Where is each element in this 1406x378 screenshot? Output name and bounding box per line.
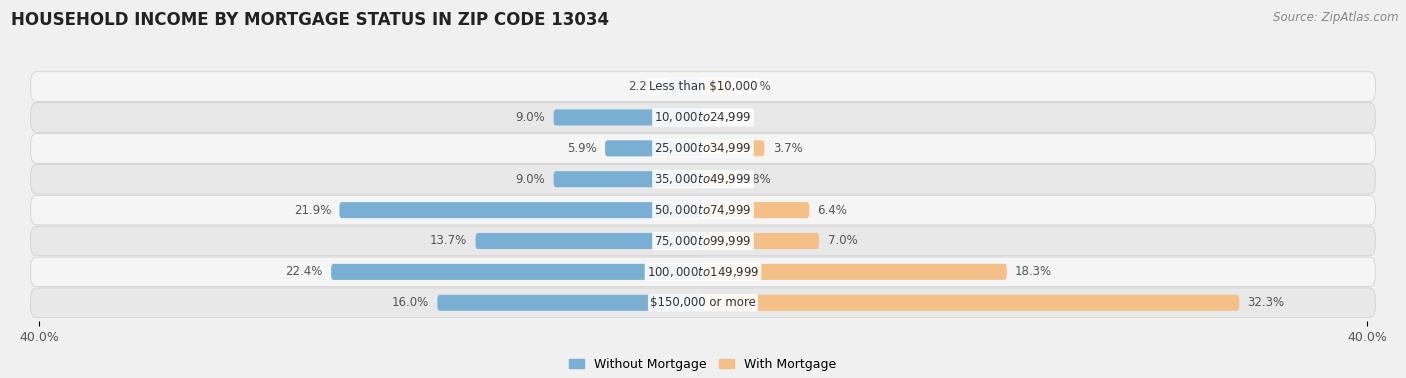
FancyBboxPatch shape: [703, 171, 733, 187]
FancyBboxPatch shape: [605, 140, 703, 156]
Text: 13.7%: 13.7%: [430, 234, 467, 248]
FancyBboxPatch shape: [475, 233, 703, 249]
Text: 22.4%: 22.4%: [285, 265, 323, 278]
Text: 1.8%: 1.8%: [741, 80, 770, 93]
FancyBboxPatch shape: [31, 288, 1375, 318]
FancyBboxPatch shape: [703, 264, 1007, 280]
Text: 16.0%: 16.0%: [392, 296, 429, 309]
FancyBboxPatch shape: [666, 79, 703, 94]
FancyBboxPatch shape: [339, 202, 703, 218]
Text: $50,000 to $74,999: $50,000 to $74,999: [654, 203, 752, 217]
Text: $10,000 to $24,999: $10,000 to $24,999: [654, 110, 752, 124]
FancyBboxPatch shape: [703, 295, 1239, 311]
FancyBboxPatch shape: [31, 103, 1375, 132]
Text: 9.0%: 9.0%: [516, 173, 546, 186]
FancyBboxPatch shape: [703, 79, 733, 94]
Text: 0.0%: 0.0%: [711, 111, 741, 124]
FancyBboxPatch shape: [31, 195, 1375, 225]
Text: 5.9%: 5.9%: [567, 142, 596, 155]
Text: $25,000 to $34,999: $25,000 to $34,999: [654, 141, 752, 155]
Text: 21.9%: 21.9%: [294, 204, 332, 217]
Text: 6.4%: 6.4%: [817, 204, 848, 217]
Text: $100,000 to $149,999: $100,000 to $149,999: [647, 265, 759, 279]
FancyBboxPatch shape: [31, 164, 1375, 194]
FancyBboxPatch shape: [554, 109, 703, 125]
FancyBboxPatch shape: [703, 202, 810, 218]
Text: Source: ZipAtlas.com: Source: ZipAtlas.com: [1274, 11, 1399, 24]
FancyBboxPatch shape: [703, 233, 820, 249]
Text: Less than $10,000: Less than $10,000: [648, 80, 758, 93]
Text: 1.8%: 1.8%: [741, 173, 770, 186]
Text: $75,000 to $99,999: $75,000 to $99,999: [654, 234, 752, 248]
Text: 9.0%: 9.0%: [516, 111, 546, 124]
Text: 32.3%: 32.3%: [1247, 296, 1285, 309]
Text: HOUSEHOLD INCOME BY MORTGAGE STATUS IN ZIP CODE 13034: HOUSEHOLD INCOME BY MORTGAGE STATUS IN Z…: [11, 11, 609, 29]
Text: $150,000 or more: $150,000 or more: [650, 296, 756, 309]
Text: 2.2%: 2.2%: [628, 80, 658, 93]
FancyBboxPatch shape: [31, 133, 1375, 163]
FancyBboxPatch shape: [703, 140, 765, 156]
FancyBboxPatch shape: [554, 171, 703, 187]
Text: $35,000 to $49,999: $35,000 to $49,999: [654, 172, 752, 186]
Text: 18.3%: 18.3%: [1015, 265, 1052, 278]
FancyBboxPatch shape: [31, 226, 1375, 256]
FancyBboxPatch shape: [31, 72, 1375, 101]
FancyBboxPatch shape: [31, 257, 1375, 287]
FancyBboxPatch shape: [437, 295, 703, 311]
Text: 3.7%: 3.7%: [773, 142, 803, 155]
FancyBboxPatch shape: [332, 264, 703, 280]
Legend: Without Mortgage, With Mortgage: Without Mortgage, With Mortgage: [569, 358, 837, 371]
Text: 7.0%: 7.0%: [828, 234, 858, 248]
